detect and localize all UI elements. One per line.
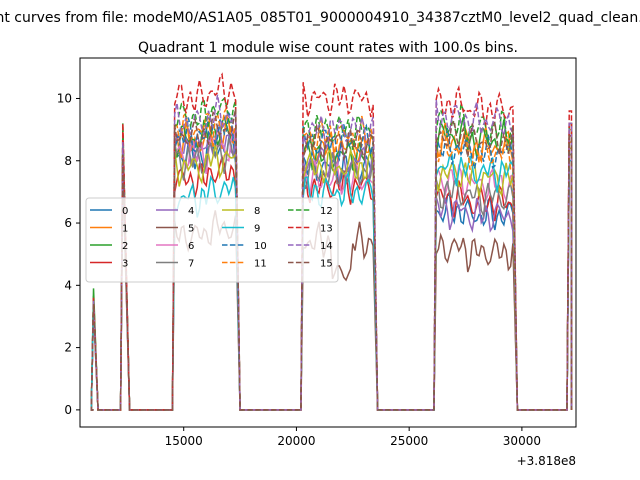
x-axis: 15000 20000 25000 30000	[165, 427, 541, 448]
legend-box	[85, 197, 339, 283]
legend-label-7: 7	[188, 259, 194, 270]
y-tick-label: 10	[57, 91, 72, 105]
legend-label-3: 3	[122, 259, 128, 270]
chart-title: Quadrant 1 module wise count rates with …	[138, 40, 518, 56]
series-8-line	[90, 143, 573, 411]
x-tick-label: 20000	[277, 434, 315, 448]
x-axis-offset-label: +3.818e8	[517, 454, 576, 468]
plot-lines	[90, 72, 573, 411]
figure-suptitle: Light curves from file: modeM0/AS1A05_08…	[0, 10, 640, 26]
legend-label-6: 6	[188, 241, 194, 252]
x-tick-label: 15000	[165, 434, 203, 448]
plot-frame	[79, 57, 577, 428]
legend-label-12: 12	[320, 206, 333, 217]
series-13-line	[90, 72, 573, 411]
legend-label-4: 4	[188, 206, 194, 217]
series-14-line	[90, 94, 573, 411]
y-tick-label: 4	[64, 278, 72, 292]
y-tick-label: 8	[64, 154, 72, 168]
legend-label-1: 1	[122, 224, 128, 235]
x-tick-label: 25000	[390, 434, 428, 448]
legend-label-11: 11	[254, 259, 267, 270]
x-tick-label: 30000	[503, 434, 541, 448]
y-axis: 0 2 4 6 8 10	[57, 91, 80, 417]
legend-label-0: 0	[122, 206, 128, 217]
legend-label-10: 10	[254, 241, 267, 252]
series-3-line	[90, 122, 573, 411]
legend-label-5: 5	[188, 224, 194, 235]
legend-label-9: 9	[254, 224, 260, 235]
y-tick-label: 6	[64, 216, 72, 230]
legend-label-13: 13	[320, 224, 333, 235]
legend-label-14: 14	[320, 241, 333, 252]
legend-label-8: 8	[254, 206, 260, 217]
legend-label-15: 15	[320, 259, 333, 270]
legend-label-2: 2	[122, 241, 128, 252]
series-12-line	[90, 96, 573, 411]
y-tick-label: 0	[64, 403, 72, 417]
series-15-line	[90, 108, 573, 411]
series-7-line	[90, 138, 573, 411]
y-tick-label: 2	[64, 341, 72, 355]
series-11-line	[90, 105, 573, 411]
